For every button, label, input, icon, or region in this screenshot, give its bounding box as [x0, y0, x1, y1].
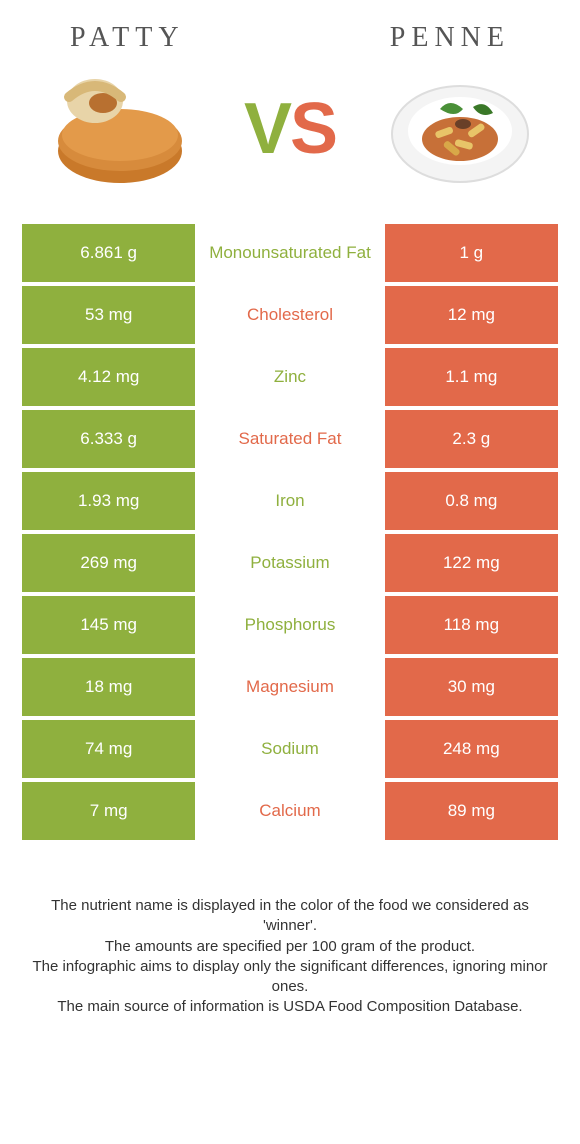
right-value-cell: 122 mg	[385, 534, 558, 592]
vs-v-letter: V	[244, 89, 290, 169]
footer-line: The amounts are specified per 100 gram o…	[28, 937, 552, 957]
right-value-cell: 0.8 mg	[385, 472, 558, 530]
header: Patty Penne	[0, 0, 580, 64]
left-food-title: Patty	[70, 22, 185, 54]
right-value-cell: 89 mg	[385, 782, 558, 840]
left-value-cell: 269 mg	[22, 534, 195, 592]
table-row: 4.12 mgZinc1.1 mg	[22, 348, 558, 406]
table-row: 53 mgCholesterol12 mg	[22, 286, 558, 344]
comparison-table: 6.861 gMonounsaturated Fat1 g53 mgCholes…	[22, 224, 558, 840]
footer-line: The main source of information is USDA F…	[28, 997, 552, 1017]
table-row: 269 mgPotassium122 mg	[22, 534, 558, 592]
left-value-cell: 6.861 g	[22, 224, 195, 282]
nutrient-label: Potassium	[199, 534, 380, 592]
vs-section: VS	[0, 64, 580, 224]
nutrient-label: Sodium	[199, 720, 380, 778]
right-value-cell: 118 mg	[385, 596, 558, 654]
right-food-title: Penne	[390, 22, 510, 54]
left-value-cell: 18 mg	[22, 658, 195, 716]
table-row: 1.93 mgIron0.8 mg	[22, 472, 558, 530]
left-value-cell: 6.333 g	[22, 410, 195, 468]
nutrient-label: Magnesium	[199, 658, 380, 716]
left-value-cell: 1.93 mg	[22, 472, 195, 530]
left-value-cell: 7 mg	[22, 782, 195, 840]
penne-image	[380, 64, 540, 194]
table-row: 6.333 gSaturated Fat2.3 g	[22, 410, 558, 468]
nutrient-label: Calcium	[199, 782, 380, 840]
vs-s-letter: S	[290, 89, 336, 169]
table-row: 145 mgPhosphorus118 mg	[22, 596, 558, 654]
left-value-cell: 145 mg	[22, 596, 195, 654]
footer-line: The infographic aims to display only the…	[28, 957, 552, 998]
right-value-cell: 30 mg	[385, 658, 558, 716]
footer-line: The nutrient name is displayed in the co…	[28, 896, 552, 937]
nutrient-label: Cholesterol	[199, 286, 380, 344]
left-value-cell: 4.12 mg	[22, 348, 195, 406]
table-row: 74 mgSodium248 mg	[22, 720, 558, 778]
right-value-cell: 2.3 g	[385, 410, 558, 468]
table-row: 18 mgMagnesium30 mg	[22, 658, 558, 716]
nutrient-label: Monounsaturated Fat	[199, 224, 380, 282]
table-row: 6.861 gMonounsaturated Fat1 g	[22, 224, 558, 282]
nutrient-label: Phosphorus	[199, 596, 380, 654]
right-value-cell: 248 mg	[385, 720, 558, 778]
patty-image	[40, 64, 200, 194]
right-value-cell: 1 g	[385, 224, 558, 282]
left-value-cell: 74 mg	[22, 720, 195, 778]
right-value-cell: 1.1 mg	[385, 348, 558, 406]
nutrient-label: Saturated Fat	[199, 410, 380, 468]
left-value-cell: 53 mg	[22, 286, 195, 344]
nutrient-label: Zinc	[199, 348, 380, 406]
table-row: 7 mgCalcium89 mg	[22, 782, 558, 840]
vs-label: VS	[244, 88, 336, 170]
footer-notes: The nutrient name is displayed in the co…	[0, 840, 580, 1018]
nutrient-label: Iron	[199, 472, 380, 530]
right-value-cell: 12 mg	[385, 286, 558, 344]
